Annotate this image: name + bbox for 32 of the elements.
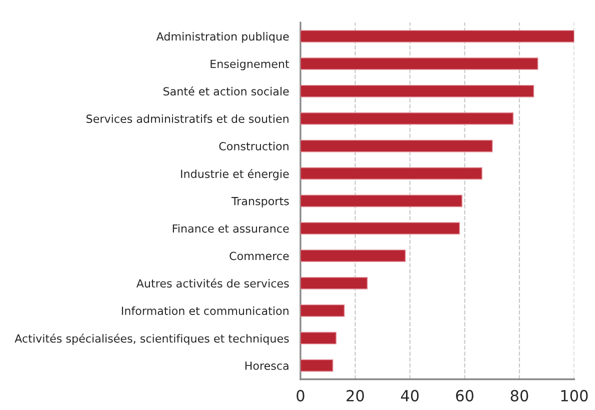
y-tick-label: Commerce xyxy=(230,252,289,260)
y-tick-label: Autres activités de services xyxy=(136,278,289,288)
bar xyxy=(300,58,538,70)
y-tick-label: Enseignement xyxy=(210,59,290,70)
x-tick-label: 40 xyxy=(400,390,419,402)
y-tick-label: Horesca xyxy=(245,362,288,370)
bar xyxy=(300,277,368,290)
x-tick-label: 100 xyxy=(561,390,588,402)
y-tick-label: Santé et action sociale xyxy=(163,86,289,96)
x-tick-label: 80 xyxy=(510,390,528,402)
x-tick-label: 60 xyxy=(456,390,474,402)
x-tick-label: 0 xyxy=(296,390,304,402)
bar xyxy=(300,194,462,208)
y-tick-label: Finance et assurance xyxy=(172,224,289,233)
y-tick-label: Administration publique xyxy=(156,32,289,43)
bar xyxy=(300,84,534,98)
bar xyxy=(300,222,460,235)
bar xyxy=(300,30,574,42)
y-tick-label: Transports xyxy=(231,197,289,208)
bar xyxy=(300,167,482,180)
bar xyxy=(300,304,345,317)
x-tick-label: 20 xyxy=(346,390,364,402)
bar xyxy=(300,112,514,125)
y-tick-label: Activités spécialisées, scientifiques et techniques xyxy=(14,334,289,345)
y-tick-label: Information et communication xyxy=(122,306,288,316)
bar xyxy=(300,359,334,372)
bar xyxy=(300,140,493,152)
bar xyxy=(300,332,336,344)
bar xyxy=(300,250,406,262)
y-tick-label: Industrie et énergie xyxy=(181,169,289,180)
y-tick-label: Construction xyxy=(219,142,288,150)
y-tick-label: Services administratifs et de soutien xyxy=(86,114,288,123)
